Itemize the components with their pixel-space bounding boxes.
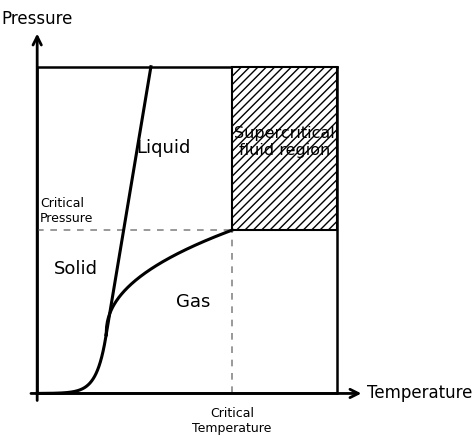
Text: Liquid: Liquid [136,139,191,158]
Bar [232,67,337,230]
Text: Solid: Solid [54,260,98,278]
Text: Temperature: Temperature [367,385,473,402]
Text: Critical
Pressure: Critical Pressure [40,197,93,225]
Text: Critical
Temperature: Critical Temperature [192,407,272,435]
Text: Gas: Gas [176,293,210,311]
Text: Pressure: Pressure [1,9,73,28]
Text: Supercritical
fluid region: Supercritical fluid region [234,126,335,158]
